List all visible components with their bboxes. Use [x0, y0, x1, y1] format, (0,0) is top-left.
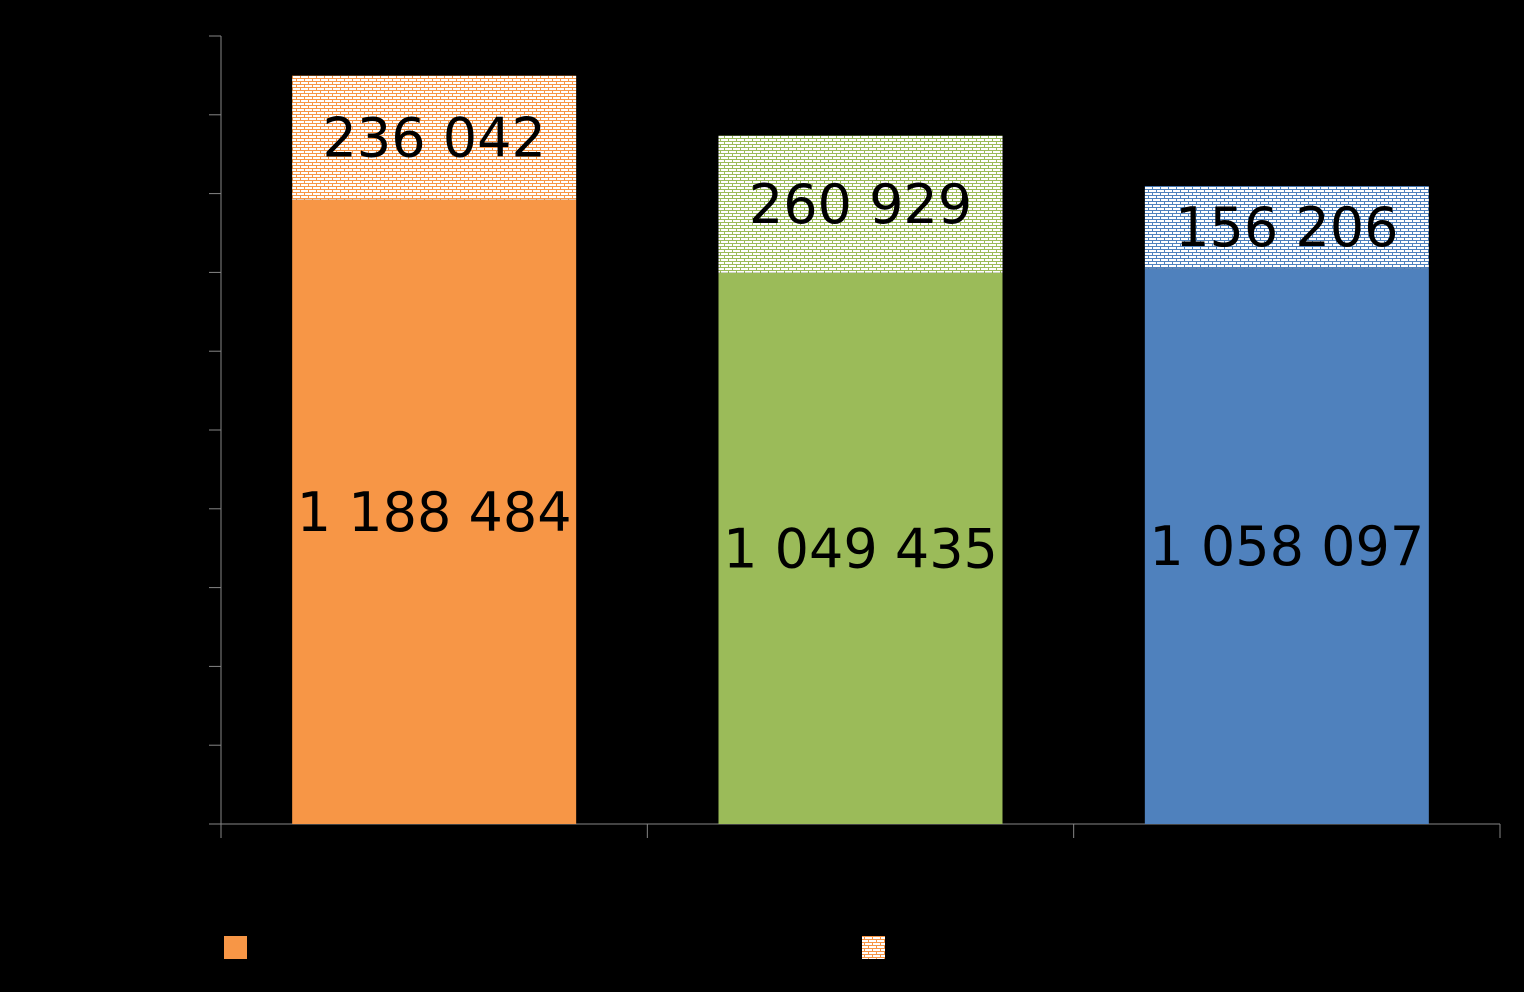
data-label-series-0-cat-2: 1 058 097 — [1149, 515, 1424, 578]
bar-series-0-cat-1 — [718, 272, 1003, 825]
bar-series-0-cat-2 — [1144, 268, 1429, 824]
data-label-series-1-cat-1: 260 929 — [749, 173, 972, 236]
chart-data-labels: 1 188 484 236 042 1 049 435 260 929 1 058 09… — [297, 107, 1424, 581]
data-label-series-0-cat-1: 1 049 435 — [723, 517, 998, 580]
bar-series-1-cat-0 — [292, 75, 577, 200]
data-label-series-1-cat-2: 156 206 — [1175, 196, 1398, 259]
data-label-series-0-cat-0: 1 188 484 — [297, 481, 572, 544]
legend-swatch-0 — [224, 936, 247, 959]
data-label-series-1-cat-0: 236 042 — [323, 107, 546, 170]
bar-series-1-cat-1 — [718, 135, 1003, 273]
legend-swatch-1 — [862, 936, 885, 959]
chart-legend — [224, 936, 885, 959]
bar-series-0-cat-0 — [292, 199, 577, 825]
bar-series-1-cat-2 — [1144, 186, 1429, 269]
chart-bars — [292, 75, 1429, 825]
